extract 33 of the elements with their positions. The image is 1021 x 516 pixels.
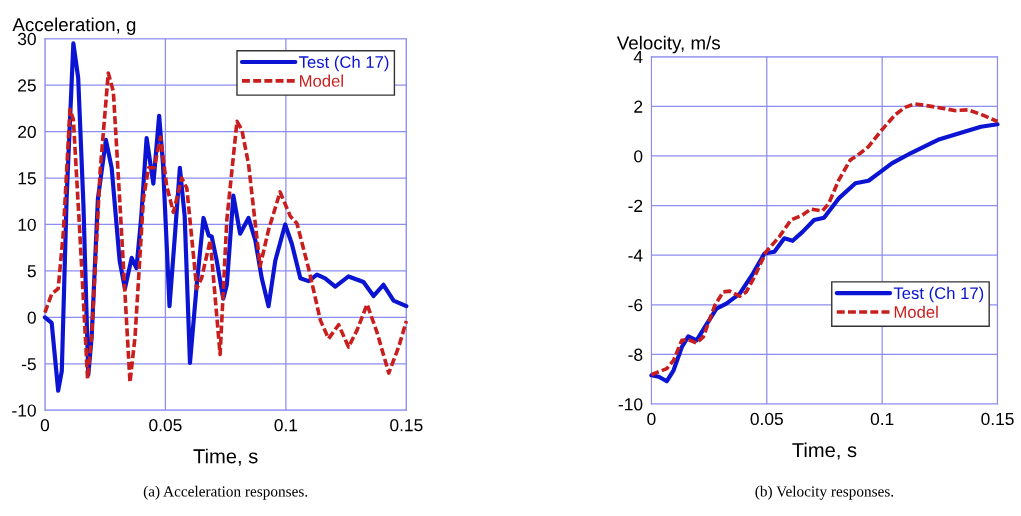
- x-tick-label: 0.05: [149, 419, 182, 432]
- text: (a) Acceleration responses.: [143, 485, 308, 500]
- x-tick-label: 0.1: [274, 419, 298, 432]
- x-tick-label: 0.15: [390, 419, 423, 432]
- text: (b) Velocity responses.: [755, 485, 894, 500]
- y-tick-label: 10: [18, 218, 36, 231]
- legend-label: Test (Ch 17): [299, 55, 389, 72]
- y-tick-label: -6: [628, 298, 643, 312]
- y-tick-label: 25: [18, 79, 36, 92]
- y-tick-label: -5: [21, 358, 36, 371]
- x-tick-label: 0.1: [870, 412, 894, 426]
- y-tick-label: 2: [634, 100, 643, 113]
- y-tick-label: 30: [17, 32, 36, 46]
- x-tick-label: 0: [647, 412, 656, 426]
- y-tick-label: -2: [628, 199, 643, 212]
- x-axis-title: Time, s: [792, 442, 857, 460]
- x-tick-label: 0.05: [750, 412, 783, 426]
- x-tick-label: 0.15: [981, 412, 1014, 426]
- y-tick-label: 20: [18, 125, 36, 139]
- legend-label: Model: [300, 74, 343, 87]
- y-tick-label: 0: [634, 150, 643, 163]
- y-tick-label: 0: [27, 311, 36, 324]
- x-tick-label: 0: [40, 419, 50, 432]
- y-tick-label: 15: [18, 172, 36, 185]
- y-tick-label: 5: [27, 265, 36, 278]
- y-tick-label: -8: [628, 348, 643, 361]
- y-tick-label: -10: [618, 398, 643, 411]
- y-axis-title: Acceleration, g: [12, 17, 136, 35]
- x-axis-title: Time, s: [193, 448, 258, 466]
- y-tick-label: -10: [12, 404, 36, 417]
- y-tick-label: -4: [628, 249, 643, 262]
- legend-label: Test (Ch 17): [893, 286, 984, 303]
- legend-label: Model: [894, 305, 938, 318]
